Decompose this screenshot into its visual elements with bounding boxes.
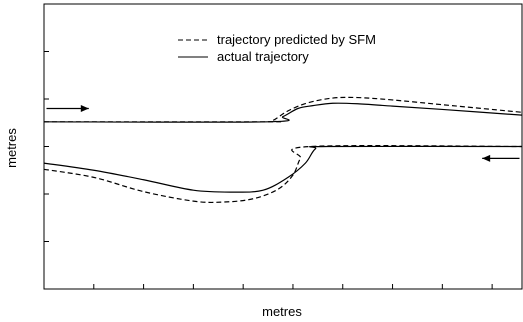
arrow-left-icon xyxy=(482,154,491,162)
legend-label-predicted: trajectory predicted by SFM xyxy=(217,32,376,47)
y-axis-label: metres xyxy=(4,128,19,168)
x-axis-label: metres xyxy=(262,304,302,319)
legend-label-actual: actual trajectory xyxy=(217,49,309,64)
series-line-actual-3 xyxy=(43,145,523,193)
x-axis-ticks xyxy=(43,284,493,289)
arrow-right-icon xyxy=(80,105,89,112)
annotation-layer xyxy=(46,105,520,162)
y-axis-ticks xyxy=(44,51,49,290)
series-line-actual-1 xyxy=(43,102,523,123)
legend: trajectory predicted by SFM actual traje… xyxy=(178,32,376,64)
series-layer xyxy=(43,96,523,204)
